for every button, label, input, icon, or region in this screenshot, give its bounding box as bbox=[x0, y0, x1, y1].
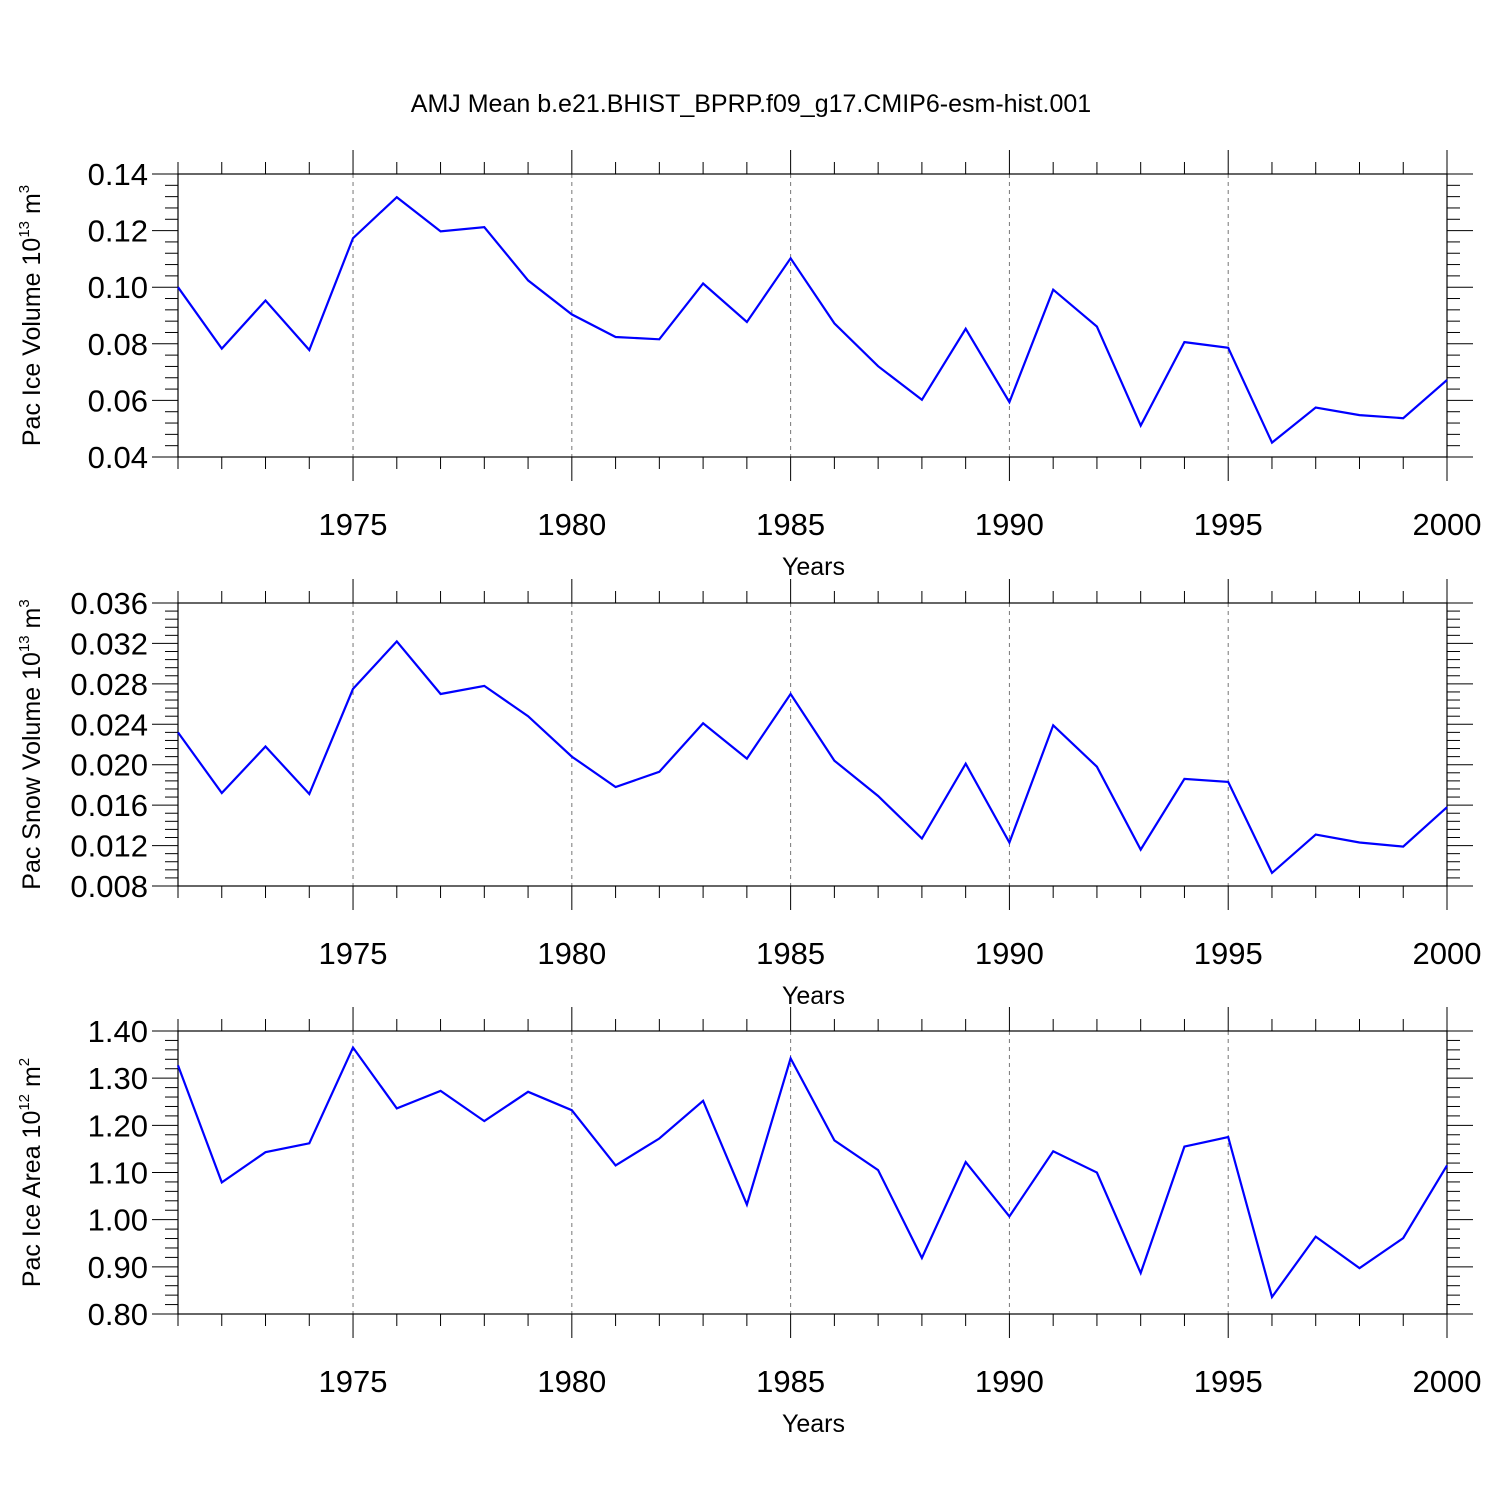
y-axis-title-text: Pac Ice Area 10 bbox=[18, 1111, 46, 1288]
y-tick-label: 0.028 bbox=[70, 667, 148, 702]
y-axis-title-unit: m bbox=[18, 608, 46, 636]
y-tick-label: 0.016 bbox=[70, 788, 148, 823]
y-tick-label: 1.00 bbox=[88, 1203, 148, 1238]
x-tick-label: 1995 bbox=[1194, 507, 1263, 542]
x-tick-label: 1975 bbox=[319, 507, 388, 542]
figure-title: AMJ Mean b.e21.BHIST_BPRP.f09_g17.CMIP6-… bbox=[411, 90, 1091, 118]
y-tick-label: 0.80 bbox=[88, 1297, 148, 1332]
x-axis-title: Years bbox=[782, 1410, 845, 1438]
x-tick-label: 1980 bbox=[537, 507, 606, 542]
y-axis-title-text: Pac Snow Volume 10 bbox=[18, 652, 46, 890]
y-tick-label: 0.036 bbox=[70, 586, 148, 621]
x-tick-label: 2000 bbox=[1413, 936, 1482, 971]
y-axis-title: Pac Ice Area 1012 m2 bbox=[16, 1058, 46, 1287]
y-axis-title-unit-exponent: 2 bbox=[16, 1058, 33, 1066]
panel-3: 0.80 0.90 1.00 1.10 1.20 1.30 1.40 1975 1980 1985… bbox=[16, 1007, 1481, 1438]
y-axis-title-unit: m bbox=[18, 1066, 46, 1094]
x-tick-label: 1975 bbox=[319, 936, 388, 971]
x-axis-title: Years bbox=[782, 982, 845, 1010]
y-tick-label: 0.12 bbox=[88, 214, 148, 249]
y-tick-label: 1.30 bbox=[88, 1061, 148, 1096]
x-tick-label: 1990 bbox=[975, 1364, 1044, 1399]
series-line bbox=[178, 1048, 1447, 1298]
panel-1: 0.04 0.06 0.08 0.10 0.12 0.14 1975 1980 1985 1990… bbox=[16, 150, 1481, 581]
x-tick-label: 2000 bbox=[1413, 507, 1482, 542]
y-axis-title: Pac Ice Volume 1013 m3 bbox=[16, 185, 46, 446]
plot-frame bbox=[178, 603, 1447, 886]
y-axis-title-exponent: 12 bbox=[16, 1094, 33, 1111]
x-tick-label: 1990 bbox=[975, 936, 1044, 971]
y-axis-title-exponent: 13 bbox=[16, 635, 33, 652]
y-axis-title-unit: m bbox=[18, 193, 46, 221]
y-tick-label: 1.20 bbox=[88, 1108, 148, 1143]
plot-frame bbox=[178, 174, 1447, 457]
series-line bbox=[178, 197, 1447, 442]
x-tick-label: 2000 bbox=[1413, 1364, 1482, 1399]
y-axis-title-text: Pac Ice Volume 10 bbox=[18, 238, 46, 446]
x-tick-label: 1990 bbox=[975, 507, 1044, 542]
series-line bbox=[178, 641, 1447, 873]
x-tick-label: 1975 bbox=[319, 1364, 388, 1399]
x-tick-label: 1995 bbox=[1194, 936, 1263, 971]
y-tick-label: 0.008 bbox=[70, 869, 148, 904]
x-tick-label: 1985 bbox=[756, 507, 825, 542]
y-tick-label: 0.024 bbox=[70, 707, 148, 742]
x-tick-label: 1985 bbox=[756, 936, 825, 971]
x-tick-label: 1995 bbox=[1194, 1364, 1263, 1399]
panel-2: 0.008 0.012 0.016 0.020 0.024 0.028 0.032 0.036… bbox=[16, 579, 1481, 1010]
y-axis-title-exponent: 13 bbox=[16, 221, 33, 238]
y-tick-label: 0.012 bbox=[70, 829, 148, 864]
y-tick-label: 0.04 bbox=[88, 440, 148, 475]
y-tick-label: 0.020 bbox=[70, 748, 148, 783]
plot-frame bbox=[178, 1031, 1447, 1314]
y-tick-label: 0.032 bbox=[70, 626, 148, 661]
x-axis-title: Years bbox=[782, 553, 845, 581]
x-tick-label: 1985 bbox=[756, 1364, 825, 1399]
x-tick-label: 1980 bbox=[537, 936, 606, 971]
y-tick-label: 0.06 bbox=[88, 383, 148, 418]
y-tick-label: 1.40 bbox=[88, 1014, 148, 1049]
y-tick-label: 0.90 bbox=[88, 1250, 148, 1285]
x-tick-label: 1980 bbox=[537, 1364, 606, 1399]
y-axis-title-unit-exponent: 3 bbox=[16, 185, 33, 193]
y-axis-title-unit-exponent: 3 bbox=[16, 599, 33, 607]
panels: 0.04 0.06 0.08 0.10 0.12 0.14 1975 1980 1985 1990… bbox=[16, 150, 1481, 1438]
y-axis-title: Pac Snow Volume 1013 m3 bbox=[16, 599, 46, 889]
y-tick-label: 0.10 bbox=[88, 270, 148, 305]
y-tick-label: 0.14 bbox=[88, 157, 148, 192]
y-tick-label: 1.10 bbox=[88, 1156, 148, 1191]
y-tick-label: 0.08 bbox=[88, 327, 148, 362]
